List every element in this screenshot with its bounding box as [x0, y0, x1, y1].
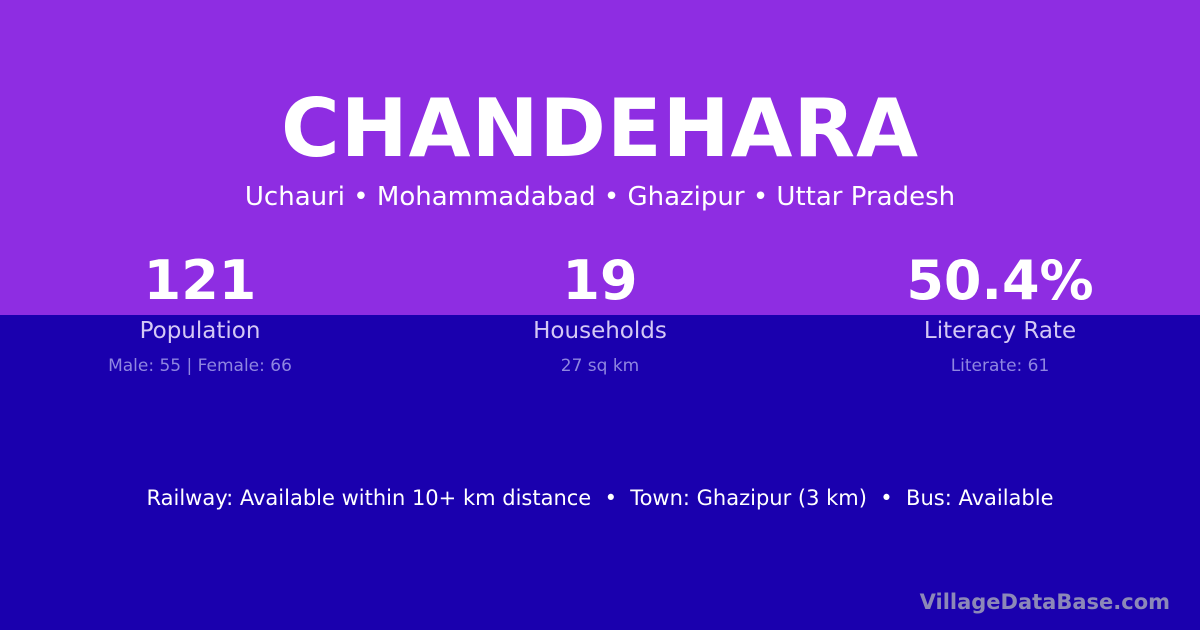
stat-value: 19: [562, 249, 638, 312]
brand-logo: VillageDataBase.com: [919, 590, 1170, 614]
stat-value: 50.4%: [906, 249, 1094, 312]
village-title: CHANDEHARA: [281, 82, 919, 175]
stat-detail: 27 sq km: [560, 356, 640, 376]
stat-label: Literacy Rate: [923, 318, 1077, 344]
stat-literacy: 50.4% Literacy Rate Literate: 61: [800, 249, 1200, 377]
connectivity-info: Railway: Available within 10+ km distanc…: [146, 486, 1054, 510]
stat-households: 19 Households 27 sq km: [400, 249, 800, 377]
stat-label: Households: [533, 318, 667, 344]
header-band: [0, 0, 1200, 315]
stat-value: 121: [143, 249, 257, 312]
stat-label: Population: [139, 318, 261, 344]
stat-detail: Male: 55 | Female: 66: [108, 356, 292, 376]
location-breadcrumb: Uchauri • Mohammadabad • Ghazipur • Utta…: [244, 182, 956, 212]
stat-population: 121 Population Male: 55 | Female: 66: [0, 249, 400, 377]
stat-detail: Literate: 61: [950, 356, 1050, 376]
